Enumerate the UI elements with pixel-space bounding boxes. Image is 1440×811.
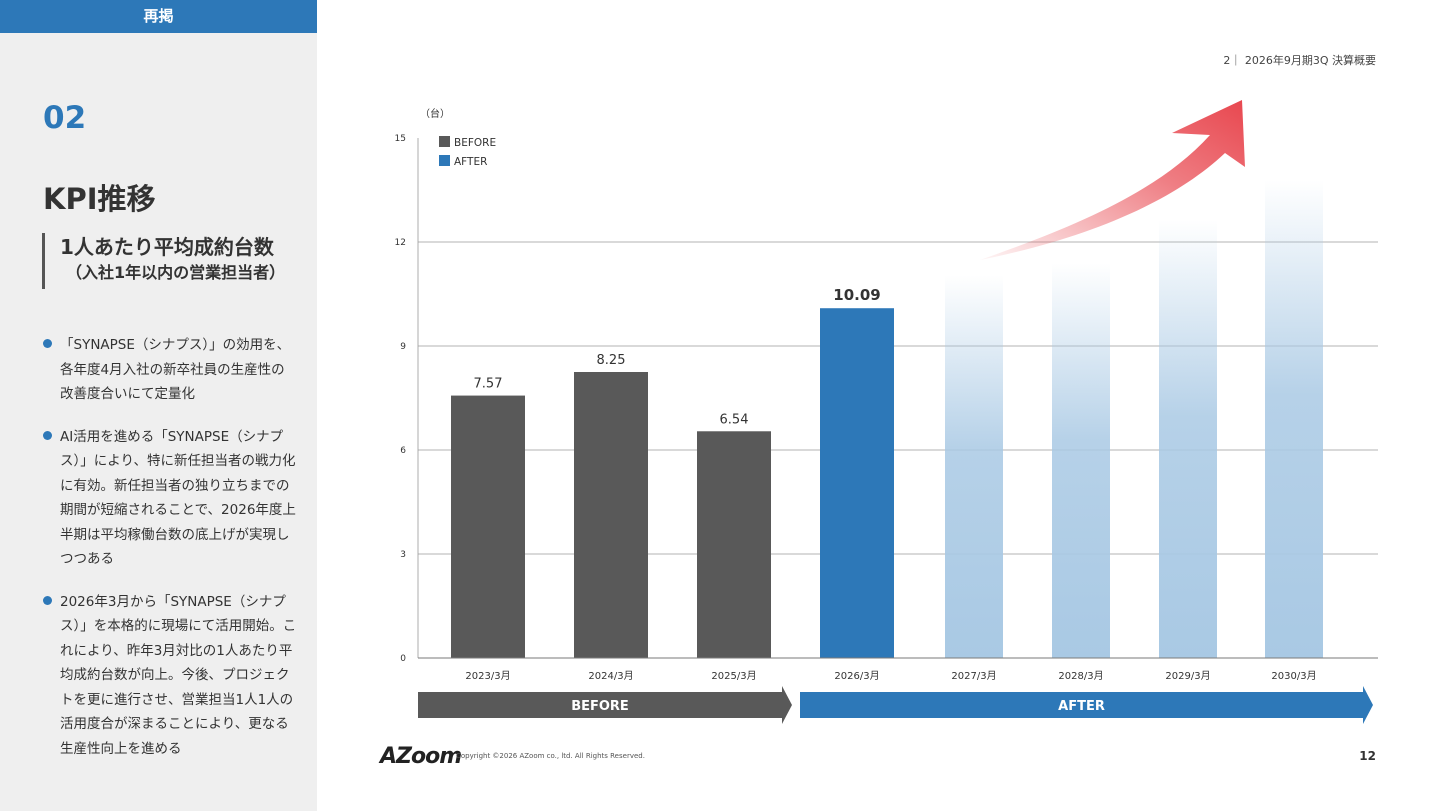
bar-2027/3月	[945, 275, 1003, 658]
bar-2023/3月	[451, 395, 525, 658]
bar-2029/3月	[1159, 220, 1217, 658]
kpi-bar-chart: 7.57 8.25 6.54 10.09 0 3 6 9 12 15 （台） 2023/3月 2024…	[395, 100, 1378, 724]
kpi-title: 1人あたり平均成約台数	[60, 235, 274, 259]
header-title: 2｜ 2026年9月期3Q 決算概要	[1223, 54, 1376, 67]
bar-2026/3月	[820, 308, 894, 658]
legend-label: BEFORE	[454, 137, 496, 149]
growth-arrow-icon	[980, 100, 1245, 260]
y-tick-label: 6	[400, 446, 406, 456]
data-label: 8.25	[597, 353, 626, 368]
legend-swatch-after	[439, 155, 450, 166]
y-tick-label: 9	[400, 342, 406, 352]
x-tick-label: 2024/3月	[588, 670, 633, 682]
data-label: 6.54	[720, 412, 749, 427]
phase-label: AFTER	[1058, 699, 1105, 714]
azoom-logo: AZoom	[380, 744, 462, 769]
x-tick-label: 2028/3月	[1058, 670, 1103, 682]
phase-arrow-before	[418, 686, 792, 724]
phase-arrow-after	[800, 686, 1373, 724]
y-unit-label: （台）	[420, 107, 450, 120]
bar-2025/3月	[697, 431, 771, 658]
y-tick-label: 12	[395, 238, 406, 248]
data-label: 10.09	[833, 286, 880, 304]
kpi-subtitle: （入社1年以内の営業担当者）	[66, 263, 286, 282]
phase-label: BEFORE	[571, 699, 629, 714]
bullet-item: AI活用を進める「SYNAPSE（シナプス）」により、特に新任担当者の戦力化に有…	[43, 425, 298, 572]
x-tick-label: 2029/3月	[1165, 670, 1210, 682]
y-tick-label: 15	[395, 134, 406, 144]
x-tick-label: 2027/3月	[951, 670, 996, 682]
legend-swatch-before	[439, 136, 450, 147]
y-tick-label: 0	[400, 654, 406, 664]
page-number: 12	[1359, 749, 1376, 763]
reprint-tag: 再掲	[0, 0, 317, 33]
bar-2028/3月	[1052, 263, 1110, 658]
bullet-item: 「SYNAPSE（シナプス）」の効用を、各年度4月入社の新卒社員の生産性の改善度…	[43, 333, 298, 407]
x-tick-label: 2030/3月	[1271, 670, 1316, 682]
x-tick-label: 2023/3月	[465, 670, 510, 682]
y-tick-label: 3	[400, 550, 406, 560]
bar-2030/3月	[1265, 180, 1323, 658]
bar-2024/3月	[574, 372, 648, 658]
bullet-list: 「SYNAPSE（シナプス）」の効用を、各年度4月入社の新卒社員の生産性の改善度…	[43, 333, 298, 779]
copyright-text: Copyright ©2026 AZoom co., ltd. All Righ…	[456, 752, 645, 760]
section-number: 02	[43, 100, 87, 136]
data-label: 7.57	[474, 377, 503, 392]
section-title: KPI推移	[43, 182, 156, 216]
legend-label: AFTER	[454, 156, 487, 168]
sidebar: 再掲 02 KPI推移 1人あたり平均成約台数 （入社1年以内の営業担当者） 「…	[0, 0, 317, 811]
x-tick-label: 2026/3月	[834, 670, 879, 682]
kpi-heading: 1人あたり平均成約台数 （入社1年以内の営業担当者）	[42, 233, 285, 289]
bullet-item: 2026年3月から「SYNAPSE（シナプス）」を本格的に現場にて活用開始。これ…	[43, 590, 298, 762]
x-tick-label: 2025/3月	[711, 670, 756, 682]
